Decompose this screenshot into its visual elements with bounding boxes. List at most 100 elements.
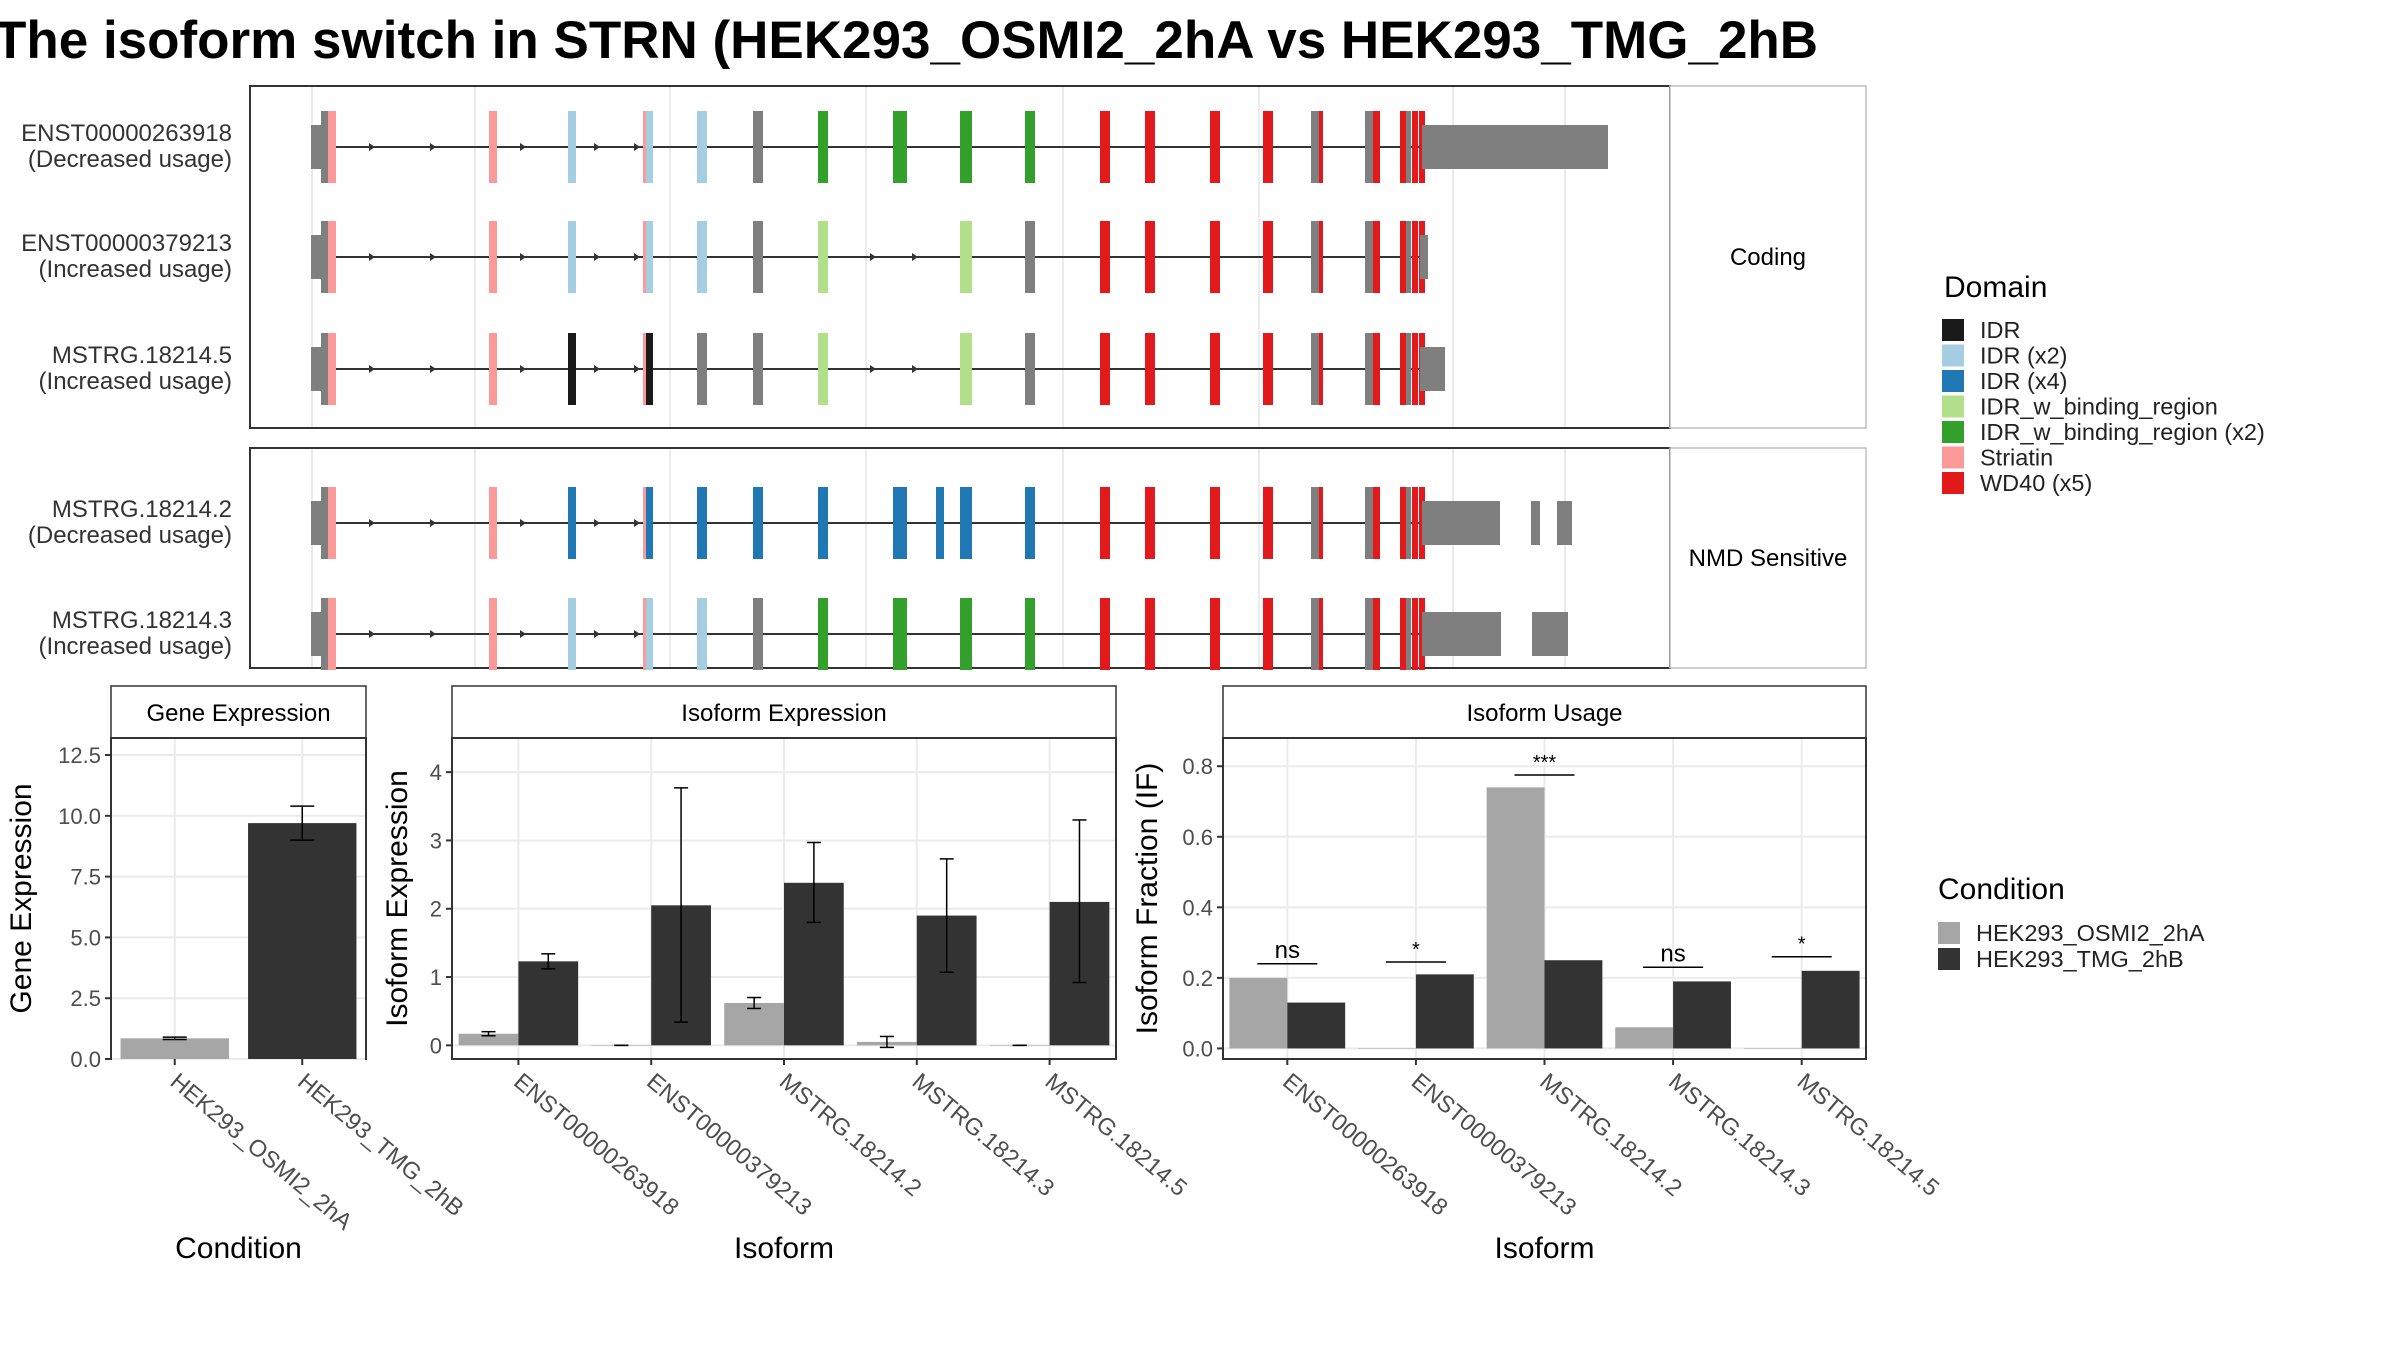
legend-domain-item: IDR [1980, 317, 2020, 343]
exon-noncoding [1365, 111, 1373, 183]
exon-wd40 [1412, 221, 1418, 293]
exon-noncoding [1025, 221, 1035, 293]
exon-wd40 [1370, 111, 1380, 183]
utr-exon [1422, 612, 1501, 656]
y-tick-label: 2.5 [70, 986, 101, 1011]
exon-idr-w-binding-region-x2 [960, 598, 972, 670]
exon-noncoding [1403, 221, 1411, 293]
isoform-name-label: MSTRG.18214.2 [52, 496, 232, 523]
exon-wd40 [1263, 221, 1273, 293]
bar-hek293-osmi2-2ha [1743, 1048, 1802, 1049]
intron-direction-arrow [430, 519, 436, 527]
exon-idr-w-binding-region-x2 [818, 111, 828, 183]
y-tick-label: 5.0 [70, 925, 101, 950]
exon-idr-x4 [960, 487, 970, 559]
utr-exon [1557, 501, 1572, 545]
exon-idr-x2 [645, 598, 653, 670]
y-tick-label: 0.4 [1182, 895, 1213, 920]
exon-idr-x2 [568, 221, 576, 293]
intron-direction-arrow [912, 253, 918, 261]
utr-exon [1532, 612, 1568, 656]
legend-domain-item: WD40 (x5) [1980, 470, 2092, 496]
exon-striatin [489, 111, 497, 183]
exon-wd40 [1400, 221, 1406, 293]
exon-idr-x2 [645, 221, 653, 293]
strip-label-coding: Coding [1730, 244, 1806, 271]
exon-idr-x2 [645, 111, 653, 183]
exon-idr-x2 [568, 111, 576, 183]
structure-strip-1 [1669, 85, 1867, 429]
x-axis-title: Isoform [734, 1232, 834, 1265]
intron-direction-arrow [369, 630, 375, 638]
intron-direction-arrow [594, 365, 600, 373]
exon-noncoding [1311, 111, 1319, 183]
intron-direction-arrow [594, 519, 600, 527]
exon-idr-w-binding-region-x2 [960, 111, 972, 183]
exon-striatin-edge [643, 221, 646, 293]
exon-wd40 [1400, 598, 1406, 670]
legend-domain-swatch [1942, 319, 1964, 341]
exon-wd40 [1100, 333, 1110, 405]
exon-wd40 [1210, 333, 1220, 405]
isoform-name-label: MSTRG.18214.5 [52, 342, 232, 369]
exon-idr-x2 [697, 111, 707, 183]
significance-label: * [1412, 939, 1420, 961]
bar-hek293-osmi2-2ha [1615, 1027, 1674, 1049]
significance-label: ns [1660, 940, 1685, 967]
x-axis-title: Condition [175, 1232, 302, 1265]
exon-noncoding [1311, 598, 1319, 670]
exon-idr-w-binding-region-x2 [893, 598, 907, 670]
isoform-usage-label: (Decreased usage) [28, 522, 232, 549]
exon-idr-x4 [753, 487, 763, 559]
isoform-name-label: MSTRG.18214.3 [52, 607, 232, 634]
exon-wd40 [1263, 487, 1273, 559]
exon-noncoding [1365, 598, 1373, 670]
utr-exon [1422, 501, 1500, 545]
y-tick-label: 0.0 [70, 1047, 101, 1072]
exon-wd40 [1400, 487, 1406, 559]
exon-striatin [489, 221, 497, 293]
intron-direction-arrow [369, 365, 375, 373]
isoform-name-label: ENST00000379213 [21, 230, 232, 257]
exon-wd40 [1370, 221, 1380, 293]
x-tick-label: MSTRG.18214.3 [908, 1068, 1060, 1201]
exon-noncoding [1403, 487, 1411, 559]
utr-exon [1420, 347, 1445, 391]
exon-wd40 [1400, 333, 1406, 405]
exon-wd40 [1412, 111, 1418, 183]
exon-wd40 [1145, 111, 1155, 183]
bar-hek293-osmi2-2ha [724, 1002, 784, 1046]
utr-exon [1531, 501, 1540, 545]
exon-idr-w-binding-region-x2 [818, 598, 828, 670]
intron-direction-arrow [634, 365, 640, 373]
intron-direction-arrow [430, 365, 436, 373]
legend-condition-item: HEK293_TMG_2hB [1976, 946, 2184, 972]
exon-striatin [328, 598, 336, 670]
legend-domain-swatch [1942, 395, 1964, 418]
intron-direction-arrow [870, 253, 876, 261]
bar-panel-title-gene-expression: Gene Expression [146, 700, 330, 727]
exon-noncoding [1365, 487, 1373, 559]
intron-direction-arrow [912, 365, 918, 373]
exon-idr-x4 [1025, 487, 1035, 559]
exon-wd40 [1263, 598, 1273, 670]
isoform-usage-label: (Increased usage) [39, 256, 232, 283]
utr-exon [1420, 235, 1428, 279]
isoform-usage-label: (Increased usage) [39, 368, 232, 395]
y-tick-label: 0 [430, 1033, 442, 1058]
exon-noncoding [1311, 487, 1319, 559]
exon-striatin [328, 487, 336, 559]
intron-direction-arrow [634, 630, 640, 638]
utr-exon [1422, 125, 1608, 169]
legend-domain-swatch [1942, 344, 1964, 367]
exon-wd40 [1145, 487, 1155, 559]
exon-striatin [328, 221, 336, 293]
y-tick-label: 0.2 [1182, 966, 1213, 991]
y-tick-label: 4 [430, 760, 442, 785]
exon-wd40 [1100, 111, 1110, 183]
bar-hek293-tmg-2hb [518, 961, 579, 1046]
isoform-name-label: ENST00000263918 [21, 120, 232, 147]
exon-idr-w-binding-region [818, 221, 828, 293]
exon-noncoding [697, 333, 707, 405]
intron-direction-arrow [369, 519, 375, 527]
